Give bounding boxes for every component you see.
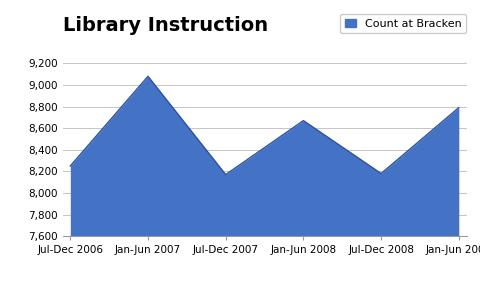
Legend: Count at Bracken: Count at Bracken bbox=[339, 14, 465, 33]
Text: Library Instruction: Library Instruction bbox=[62, 16, 267, 35]
